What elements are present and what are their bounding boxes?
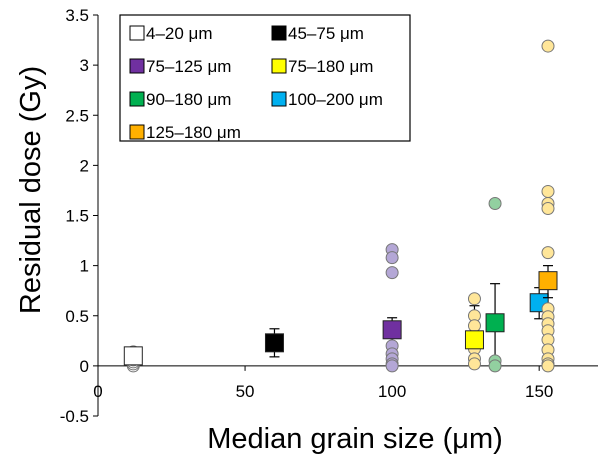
legend-swatch	[129, 91, 145, 107]
legend-label: 75–125 μm	[146, 57, 231, 76]
legend-swatch	[271, 58, 287, 74]
legend-swatch	[129, 124, 145, 140]
y-tick-label: 0.5	[65, 307, 89, 326]
legend-label: 100–200 μm	[288, 90, 383, 109]
legend-label: 45–75 μm	[288, 24, 364, 43]
y-tick-label: 3.5	[65, 6, 89, 25]
legend-label: 125–180 μm	[146, 123, 241, 142]
y-tick-label: 2.5	[65, 106, 89, 125]
chart-marks	[123, 39, 558, 373]
individual-point	[385, 251, 399, 265]
legend-box	[119, 14, 411, 142]
x-tick-label: 100	[378, 382, 406, 401]
legend-swatch	[129, 58, 145, 74]
legend-label: 4–20 μm	[146, 24, 213, 43]
y-tick-label: -0.5	[60, 407, 89, 426]
individual-point	[541, 201, 555, 215]
individual-point	[467, 292, 481, 306]
individual-point	[385, 266, 399, 280]
y-tick-label: 3	[80, 56, 89, 75]
individual-point	[488, 359, 502, 373]
mean-marker	[485, 313, 505, 333]
y-tick-label: 1	[80, 257, 89, 276]
legend-swatch	[271, 91, 287, 107]
individual-point	[541, 246, 555, 260]
individual-point	[467, 357, 481, 371]
x-axis-label: Median grain size (μm)	[207, 423, 503, 455]
y-tick-label: 0	[80, 357, 89, 376]
mean-marker	[123, 346, 143, 366]
legend-label: 90–180 μm	[146, 90, 231, 109]
y-axis-label: Residual dose (Gy)	[15, 66, 47, 314]
mean-marker	[464, 330, 484, 350]
individual-point	[467, 319, 481, 333]
mean-marker	[264, 333, 284, 353]
individual-point	[385, 359, 399, 373]
legend-label: 75–180 μm	[288, 57, 373, 76]
individual-point	[541, 184, 555, 198]
individual-point	[488, 196, 502, 210]
individual-point	[541, 359, 555, 373]
y-tick-label: 2	[80, 156, 89, 175]
legend-swatch	[129, 25, 145, 41]
individual-point	[541, 39, 555, 53]
mean-marker	[382, 320, 402, 340]
x-tick-label: 0	[93, 382, 102, 401]
legend-swatch	[271, 25, 287, 41]
x-tick-label: 150	[525, 382, 553, 401]
x-tick-label: 50	[236, 382, 255, 401]
mean-marker	[538, 271, 558, 291]
axes: -0.500.511.522.533.50 50 100 150	[60, 6, 598, 426]
legend: 4–20 μm 45–75 μm 75–125 μm 75–180 μm 90–180 …	[119, 14, 411, 142]
y-tick-label: 1.5	[65, 207, 89, 226]
